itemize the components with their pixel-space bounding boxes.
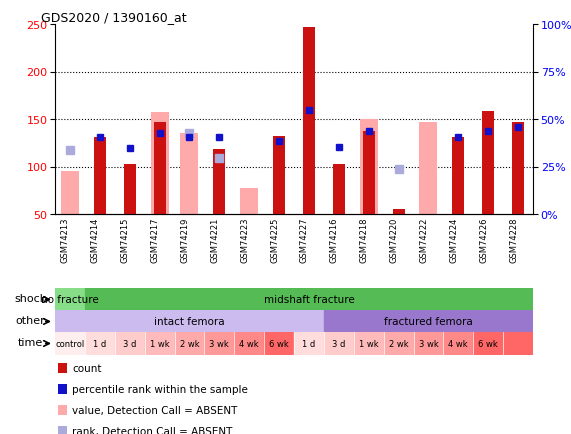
Text: GSM74219: GSM74219 [180,217,190,262]
Text: no fracture: no fracture [41,295,99,305]
Bar [420,122,437,214]
Bar [512,122,524,214]
Text: GSM74226: GSM74226 [479,217,488,262]
Bar [333,164,345,214]
Text: 6 wk: 6 wk [478,339,498,348]
Text: 3 d: 3 d [332,339,345,348]
Bar [115,332,144,355]
Bar [55,310,324,333]
Text: 6 wk: 6 wk [269,339,289,348]
Text: 2 wk: 2 wk [180,339,199,348]
Text: fractured femora: fractured femora [384,317,473,327]
Bar [354,332,384,355]
Bar [324,310,533,333]
Text: GSM74215: GSM74215 [120,217,130,262]
Text: GSM74225: GSM74225 [270,217,279,262]
Bar [273,137,285,214]
Text: value, Detection Call = ABSENT: value, Detection Call = ABSENT [72,405,238,415]
Bar [473,332,503,355]
Text: percentile rank within the sample: percentile rank within the sample [72,384,248,394]
Bar [154,122,166,214]
Bar [61,172,79,214]
Text: midshaft fracture: midshaft fracture [264,295,355,305]
Text: 4 wk: 4 wk [239,339,259,348]
Text: 1 wk: 1 wk [359,339,379,348]
Text: GSM74218: GSM74218 [360,217,369,262]
Bar [180,134,198,214]
Bar [360,120,377,214]
Bar [264,332,294,355]
Text: GSM74216: GSM74216 [330,217,339,262]
Bar [204,332,234,355]
Text: shock: shock [14,294,46,304]
Text: GSM74222: GSM74222 [420,217,428,262]
Text: GSM74227: GSM74227 [300,217,309,262]
Bar [55,288,85,311]
Text: intact femora: intact femora [154,317,225,327]
Text: GSM74220: GSM74220 [389,217,399,262]
Bar [443,332,473,355]
Text: 4 wk: 4 wk [448,339,468,348]
Bar [303,28,315,214]
Bar [503,332,533,355]
Bar [393,210,404,214]
Bar [144,332,175,355]
Text: control: control [55,339,85,348]
Bar [55,332,85,355]
Text: GSM74228: GSM74228 [509,217,518,262]
Bar [384,332,413,355]
Text: GSM74214: GSM74214 [91,217,100,262]
Bar [294,332,324,355]
Text: GSM74223: GSM74223 [240,217,249,262]
Text: 1 wk: 1 wk [150,339,170,348]
Text: GSM74224: GSM74224 [449,217,459,262]
Bar [214,150,226,214]
Bar [234,332,264,355]
Text: rank, Detection Call = ABSENT: rank, Detection Call = ABSENT [72,426,232,434]
Bar [240,189,258,214]
Text: 1 d: 1 d [302,339,316,348]
Bar [413,332,443,355]
Text: GSM74213: GSM74213 [61,217,70,262]
Text: 1 d: 1 d [93,339,106,348]
Bar [482,112,494,214]
Text: count: count [72,363,102,373]
Text: other: other [15,316,45,326]
Text: GDS2020 / 1390160_at: GDS2020 / 1390160_at [41,11,186,24]
Bar [124,164,136,214]
Text: 2 wk: 2 wk [389,339,408,348]
Bar [175,332,204,355]
Bar [85,332,115,355]
Text: GSM74217: GSM74217 [151,217,159,262]
Bar [94,138,106,214]
Text: time: time [18,338,43,348]
Bar [452,138,464,214]
Bar [363,132,375,214]
Text: 3 wk: 3 wk [210,339,229,348]
Text: GSM74221: GSM74221 [210,217,219,262]
Text: 3 d: 3 d [123,339,136,348]
Bar [151,113,168,214]
Bar [324,332,354,355]
Text: 3 wk: 3 wk [419,339,439,348]
